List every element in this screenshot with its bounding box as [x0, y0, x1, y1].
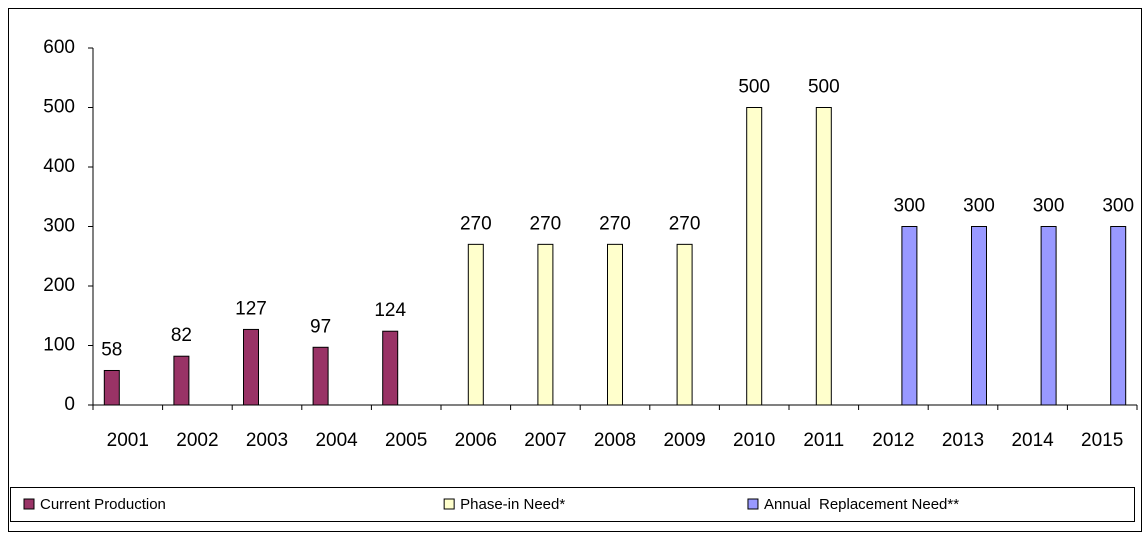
- data-label: 58: [101, 340, 122, 361]
- x-tick-label: 2012: [872, 430, 914, 451]
- x-tick-label: 2005: [385, 430, 427, 451]
- legend-label: Current Production: [40, 496, 166, 513]
- bar: [1040, 226, 1057, 406]
- x-tick-label: 2009: [663, 430, 705, 451]
- bar: [607, 243, 623, 406]
- data-label: 82: [171, 325, 192, 346]
- x-tick-label: 2010: [733, 430, 775, 451]
- data-label: 300: [963, 196, 995, 217]
- bar: [467, 243, 484, 406]
- bar: [312, 346, 329, 406]
- chart-border: [8, 8, 1142, 532]
- x-tick-label: 2004: [315, 430, 358, 451]
- y-tick-label: 100: [43, 335, 75, 356]
- data-label: 500: [808, 77, 840, 98]
- data-label: 300: [1102, 196, 1134, 217]
- bar: [746, 107, 763, 406]
- x-tick-label: 2008: [594, 430, 636, 451]
- bar: [103, 369, 120, 406]
- legend-label: Phase-in Need*: [460, 496, 565, 513]
- bar: [676, 243, 693, 406]
- legend-label: Annual Replacement Need**: [764, 496, 959, 513]
- legend-box: [10, 487, 1135, 522]
- x-tick-label: 2011: [803, 430, 844, 451]
- bar: [815, 107, 832, 406]
- legend-swatch: [443, 498, 455, 510]
- y-tick-label: 600: [43, 37, 75, 58]
- bar: [173, 355, 190, 406]
- y-tick-label: 500: [43, 97, 75, 118]
- x-tick-label: 2006: [455, 430, 497, 451]
- x-tick-label: 2007: [524, 430, 566, 451]
- y-tick-label: 0: [64, 394, 75, 415]
- y-tick-label: 200: [43, 275, 75, 296]
- bar: [243, 328, 259, 406]
- legend-swatch: [23, 498, 35, 510]
- data-label: 300: [1033, 196, 1065, 217]
- data-label: 127: [235, 298, 267, 319]
- data-label: 270: [669, 213, 701, 234]
- legend-swatch: [747, 498, 759, 510]
- x-tick-label: 2015: [1081, 430, 1123, 451]
- data-label: 97: [310, 316, 331, 337]
- x-tick-label: 2003: [246, 430, 288, 451]
- y-tick-label: 300: [43, 216, 75, 237]
- data-label: 270: [460, 213, 492, 234]
- bar: [971, 226, 987, 406]
- data-label: 270: [599, 213, 631, 234]
- data-label: 124: [374, 300, 406, 321]
- x-tick-label: 2013: [942, 430, 984, 451]
- bar: [901, 226, 918, 406]
- x-tick-label: 2001: [107, 430, 149, 451]
- x-tick-label: 2002: [176, 430, 218, 451]
- data-label: 500: [738, 77, 770, 98]
- x-tick-label: 2014: [1011, 430, 1054, 451]
- bar: [382, 330, 399, 406]
- data-label: 300: [894, 196, 926, 217]
- bar: [537, 243, 554, 406]
- y-tick-label: 400: [43, 156, 75, 177]
- data-label: 270: [530, 213, 562, 234]
- bar: [1110, 226, 1127, 406]
